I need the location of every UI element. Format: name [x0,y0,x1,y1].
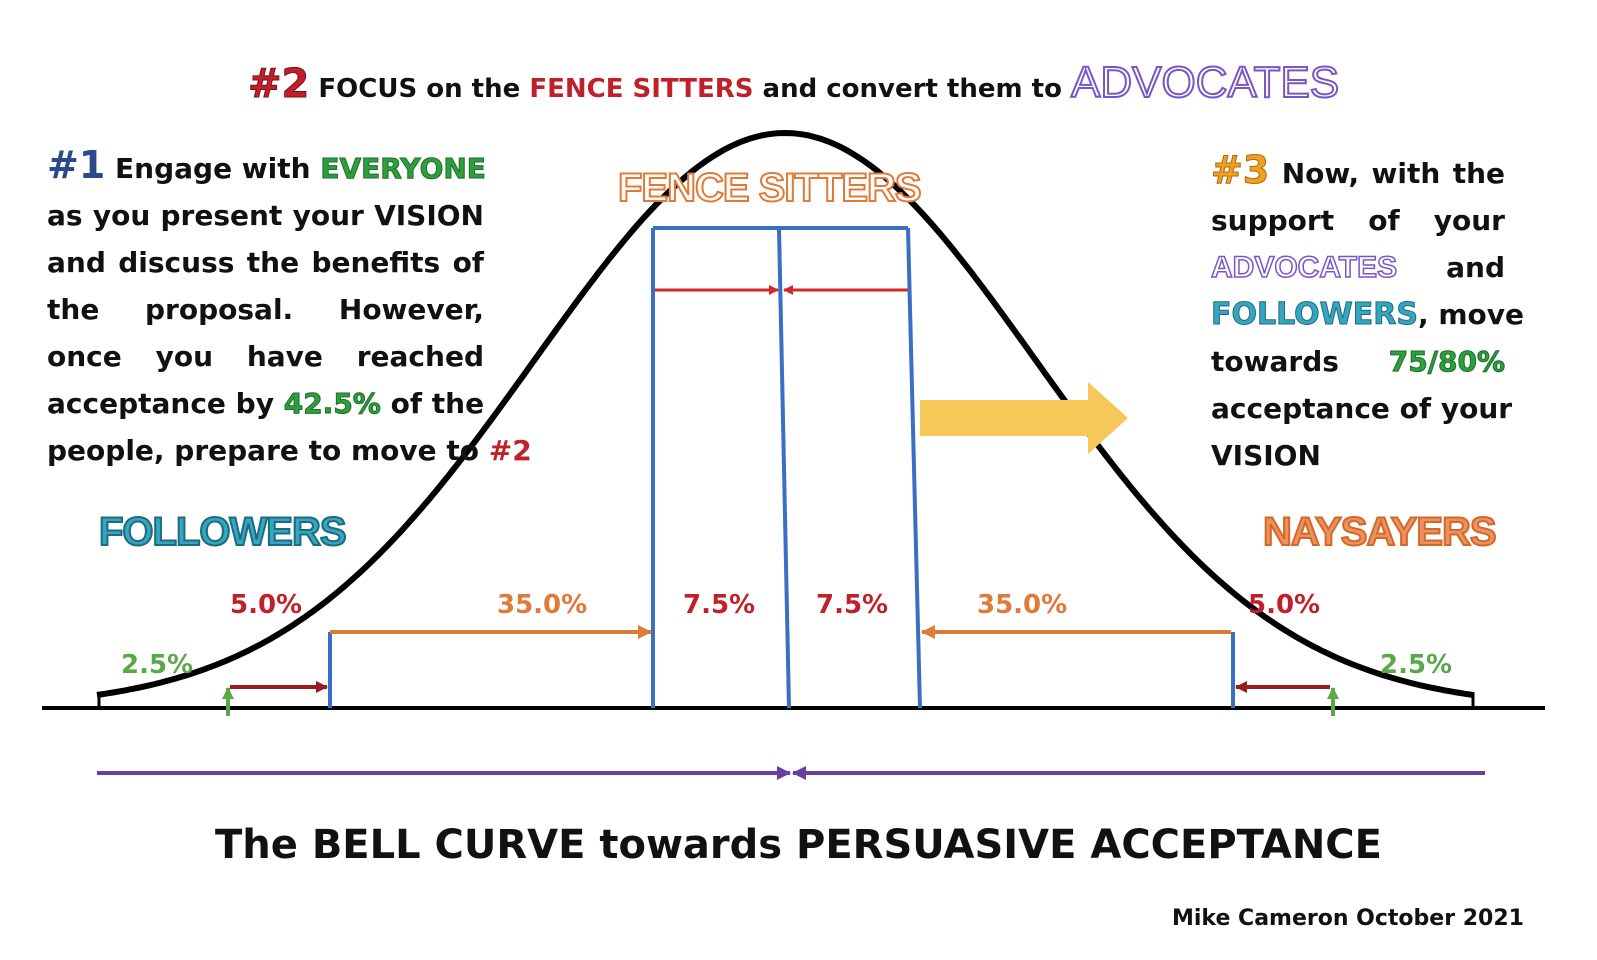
step3-number: #3 [1210,148,1270,193]
step1-line-6: acceptance by 42.5% of the [47,380,484,427]
step1-move-to-2: #2 [488,434,532,467]
step3-line-2: support of your [1211,204,1505,237]
pct-left-5: 5.0% [230,590,303,620]
headline-number: #2 [247,61,310,108]
author-credit: Mike Cameron October 2021 [1172,906,1524,931]
step1-number: #1 [47,143,106,187]
pct-right-5: 5.0% [1248,590,1321,620]
step3-line-5: towards 75/80% [1211,338,1506,385]
pct-right-35: 35.0% [977,590,1068,620]
step3-line-4: FOLLOWERS, move [1211,291,1524,338]
label-naysayers: NAYSAYERS [1262,509,1498,555]
step3-line-6: acceptance of your [1211,392,1513,425]
step3-target-percentage: 75/80% [1388,345,1505,379]
step1-line-7: people, prepare to move to #2 [47,427,532,474]
pct-left-7-5: 7.5% [683,590,756,620]
step3-line-3: ADVOCATES and [1210,244,1505,291]
step1-prepare-text: people, prepare to move to [47,434,480,467]
divider-center [777,227,791,709]
headline-convert: and convert them to [762,74,1062,104]
step3-line-1: #3 Now, with the [1210,147,1505,197]
step1-acceptance-text: acceptance by [47,387,274,420]
step1-of-the: of the [390,387,485,420]
step1-paragraph: #1 Engage with EVERYONE as you present y… [47,142,532,474]
step1-engage-text: Engage with [115,152,311,185]
step1-line-5: once you have reached [47,340,484,373]
step1-everyone: EVERYONE [320,152,487,186]
step1-percentage: 42.5% [283,387,381,421]
headline-advocates: ADVOCATES [1070,57,1340,108]
step1-line-1: #1 Engage with EVERYONE [47,142,487,192]
label-followers: FOLLOWERS [98,509,348,555]
yellow-direction-arrow [920,382,1128,454]
step3-advocates: ADVOCATES [1210,250,1398,285]
step3-line-7: VISION [1211,439,1321,472]
pct-left-35: 35.0% [497,590,588,620]
step1-line-2: as you present your VISION [47,199,484,232]
step3-now-text: Now, with the [1281,157,1505,190]
headline-focus: FOCUS on the [318,74,521,104]
headline: #2 FOCUS on the FENCE SITTERS and conver… [247,57,1340,108]
pct-left-2-5: 2.5% [121,650,194,680]
headline-fence-sitters: FENCE SITTERS [529,74,754,104]
divider-right-inner [906,227,922,709]
bell-curve [96,129,1474,698]
step1-line-3: and discuss the benefits of [47,246,484,279]
diagram-title: The BELL CURVE towards PERSUASIVE ACCEPT… [215,822,1382,868]
step3-followers: FOLLOWERS [1211,297,1419,333]
step1-line-4: the proposal. However, [47,293,484,326]
step3-paragraph: #3 Now, with the support of your ADVOCAT… [1210,147,1524,479]
pct-right-7-5: 7.5% [816,590,889,620]
step3-move: , move [1417,298,1524,331]
pct-right-2-5: 2.5% [1380,650,1453,680]
step3-towards: towards [1211,345,1339,378]
label-fence-sitters: FENCE SITTERS [617,165,923,211]
step3-and: and [1446,251,1505,284]
